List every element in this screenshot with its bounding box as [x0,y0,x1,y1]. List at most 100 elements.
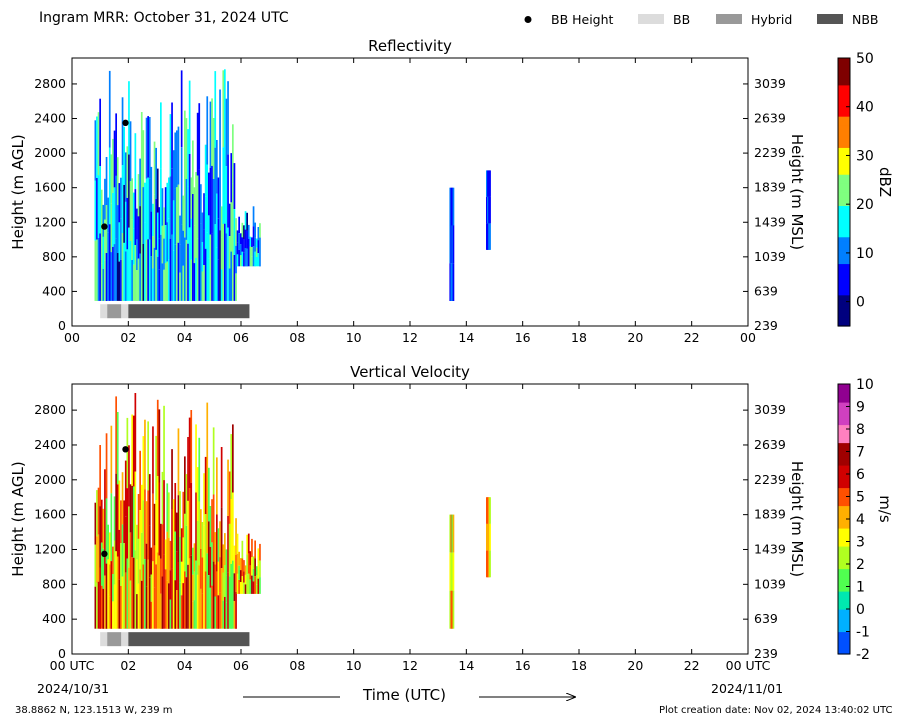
colorbar-step [838,290,850,296]
precip-type-bar [100,304,250,319]
y-tick-label: 2000 [34,472,66,487]
colorbar: 0 10 20 30 40 50 dBZ [837,51,894,327]
colorbar-step [838,433,850,439]
colorbar-step [838,388,850,394]
panel-title: Reflectivity [368,37,452,55]
precip-type-segment-hybrid [107,304,122,319]
x-tick-label: 12 [402,658,418,673]
y-tick-label: 2000 [34,145,66,160]
colorbar-step [838,519,850,525]
end-date: 2024/11/01 [711,681,784,696]
colorbar-step [838,196,850,202]
colorbar-tick-label: 0 [856,295,865,311]
x-tick-label: 02 [120,330,136,345]
legend-hybrid-swatch [716,14,742,24]
x-tick-label: 18 [571,658,587,673]
y-axis-label: Height (m AGL) [9,461,27,576]
colorbar-step [838,147,850,153]
colorbar-step [838,384,850,390]
y-tick-label-right: 1839 [754,180,786,195]
precip-type-segment-nbb [128,632,250,647]
echo-region-2 [486,170,491,250]
colorbar-step [838,451,850,457]
colorbar-step [838,156,850,162]
colorbar-step [838,501,850,507]
colorbar-step [838,245,850,251]
y-tick-label: 800 [42,576,66,591]
colorbar-step [838,200,850,206]
y-axis-label-right: Height (m MSL) [788,134,806,250]
y-tick-label-right: 2639 [754,111,786,126]
colorbar-step [838,218,850,224]
colorbar-step [838,80,850,86]
colorbar-step [838,393,850,399]
x-tick-label: 06 [233,658,249,673]
echo-region-1 [449,187,455,301]
colorbar-tick-label: 5 [856,490,865,506]
precip-type-segment-bb [121,632,129,647]
y-tick-label-right: 3039 [754,402,786,417]
colorbar-tick-label: -1 [856,625,870,641]
colorbar-step [838,568,850,574]
y-tick-label-right: 1839 [754,507,786,522]
colorbar-step [838,537,850,543]
panel-0: 00 02 04 06 08 10 12 14 16 18 20 22 0004008001200160… [9,37,894,345]
y-tick-label-right: 2639 [754,437,786,452]
colorbar-step [838,411,850,417]
x-tick-label: 18 [571,330,587,345]
y-tick-label-right: 639 [754,611,778,626]
colorbar-step [838,514,850,520]
y-axis-label: Height (m AGL) [9,134,27,249]
y-tick-label-right: 1439 [754,541,786,556]
colorbar-step [838,254,850,260]
colorbar-step [838,546,850,552]
colorbar-label: m/s [876,495,894,523]
colorbar-step [838,415,850,421]
colorbar-step [838,223,850,229]
colorbar-step [838,505,850,511]
y-tick-label: 1200 [34,214,66,229]
colorbar-step [838,267,850,273]
y-tick-label-right: 239 [754,318,778,333]
x-tick-label: 12 [402,330,418,345]
colorbar-step [838,595,850,601]
x-tick-label: 00 [740,330,756,345]
colorbar-step [838,631,850,637]
colorbar-tick-label: 0 [856,602,865,618]
colorbar-step [838,541,850,547]
colorbar-step [838,317,850,323]
x-tick-label: 22 [684,330,700,345]
precip-type-segment-hybrid [107,632,122,647]
colorbar-tick-label: 1 [856,580,865,596]
panel-title: Vertical Velocity [350,363,470,381]
colorbar-step [838,487,850,493]
x-tick-label: 10 [346,658,362,673]
colorbar-step [838,75,850,81]
colorbar-step [838,649,850,655]
colorbar-tick-label: 20 [856,197,874,213]
colorbar-step [838,241,850,247]
colorbar-step [838,555,850,561]
precip-type-segment-bb [100,632,108,647]
x-tick-label: 08 [289,658,305,673]
plot-creation-date: Plot creation date: Nov 02, 2024 13:40:0… [659,705,893,716]
x-tick-label: 02 [120,658,136,673]
colorbar-step [838,125,850,131]
echo-region-0 [94,393,261,629]
colorbar-step [838,294,850,300]
colorbar-step [838,465,850,471]
colorbar-step [838,636,850,642]
colorbar-step [838,58,850,64]
x-tick-label: 20 [627,330,643,345]
colorbar-label: dBZ [876,167,894,197]
bb-height-point [101,223,108,230]
y-tick-label: 2800 [34,402,66,417]
colorbar-step [838,98,850,104]
colorbar-step [838,308,850,314]
colorbar-step [838,591,850,597]
colorbar: -2 -1 0 1 2 3 4 5 6 7 8 9 10 m/s [837,377,894,663]
colorbar-step [838,66,850,72]
colorbar-step [838,187,850,193]
x-axis-label: Time (UTC) [363,686,446,704]
